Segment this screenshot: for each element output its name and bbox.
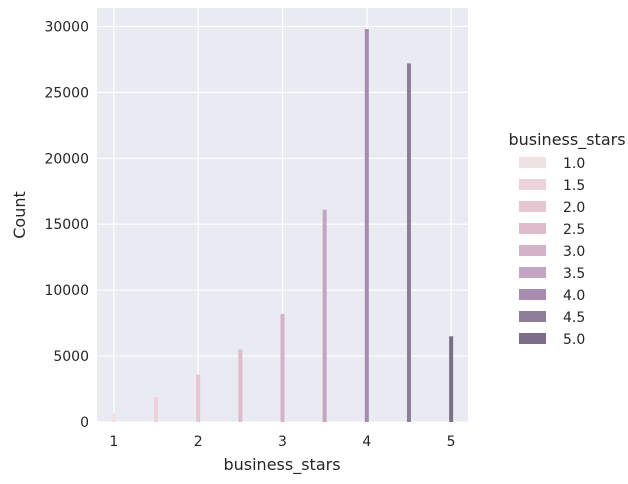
bar-3-5 bbox=[322, 209, 327, 422]
y-tick-label: 10000 bbox=[44, 283, 89, 299]
y-tick-label: 0 bbox=[80, 415, 89, 431]
x-tick-label: 3 bbox=[278, 434, 287, 450]
x-tick-label: 2 bbox=[194, 434, 203, 450]
legend-title: business_stars bbox=[508, 130, 625, 150]
y-tick-label: 5000 bbox=[53, 349, 89, 365]
legend-label: 1.5 bbox=[563, 178, 585, 194]
x-tick-label: 5 bbox=[447, 434, 456, 450]
bar-2-0 bbox=[196, 374, 201, 422]
x-tick-label: 4 bbox=[362, 434, 371, 450]
bar-2-5 bbox=[238, 349, 243, 422]
legend-swatch bbox=[519, 311, 546, 322]
x-tick-label: 1 bbox=[109, 434, 118, 450]
bar-4-0 bbox=[364, 29, 369, 422]
bar-1-5 bbox=[154, 396, 159, 422]
bar-5-0 bbox=[449, 336, 454, 422]
y-tick-label: 30000 bbox=[44, 19, 89, 35]
legend-label: 2.0 bbox=[563, 200, 585, 216]
legend-swatch bbox=[519, 289, 546, 300]
legend-swatch bbox=[519, 179, 546, 190]
bars bbox=[111, 29, 454, 423]
y-tick-labels: 0 5000 10000 15000 20000 25000 30000 bbox=[44, 19, 89, 431]
legend-label: 2.5 bbox=[563, 222, 585, 238]
legend-swatch bbox=[519, 333, 546, 344]
y-axis-label: Count bbox=[10, 191, 29, 239]
legend-label: 3.5 bbox=[563, 266, 585, 282]
legend-label: 5.0 bbox=[563, 332, 585, 348]
legend-swatch bbox=[519, 201, 546, 212]
legend-swatch bbox=[519, 245, 546, 256]
legend-swatch bbox=[519, 223, 546, 234]
y-tick-label: 25000 bbox=[44, 85, 89, 101]
legend: business_stars 1.0 1.5 2.0 2.5 3.0 3.5 4.0 4.5 5… bbox=[508, 130, 625, 348]
bar-3-0 bbox=[280, 313, 285, 422]
legend-label: 4.0 bbox=[563, 288, 585, 304]
bar-1-0 bbox=[111, 412, 116, 422]
legend-swatch bbox=[519, 157, 546, 168]
legend-label: 4.5 bbox=[563, 310, 585, 326]
y-tick-label: 20000 bbox=[44, 151, 89, 167]
bar-4-5 bbox=[406, 63, 411, 423]
legend-label: 1.0 bbox=[563, 156, 585, 172]
x-axis-label: business_stars bbox=[223, 455, 340, 475]
legend-label: 3.0 bbox=[563, 244, 585, 260]
legend-swatch bbox=[519, 267, 546, 278]
y-tick-label: 15000 bbox=[44, 217, 89, 233]
x-tick-labels: 1 2 3 4 5 bbox=[109, 434, 455, 450]
